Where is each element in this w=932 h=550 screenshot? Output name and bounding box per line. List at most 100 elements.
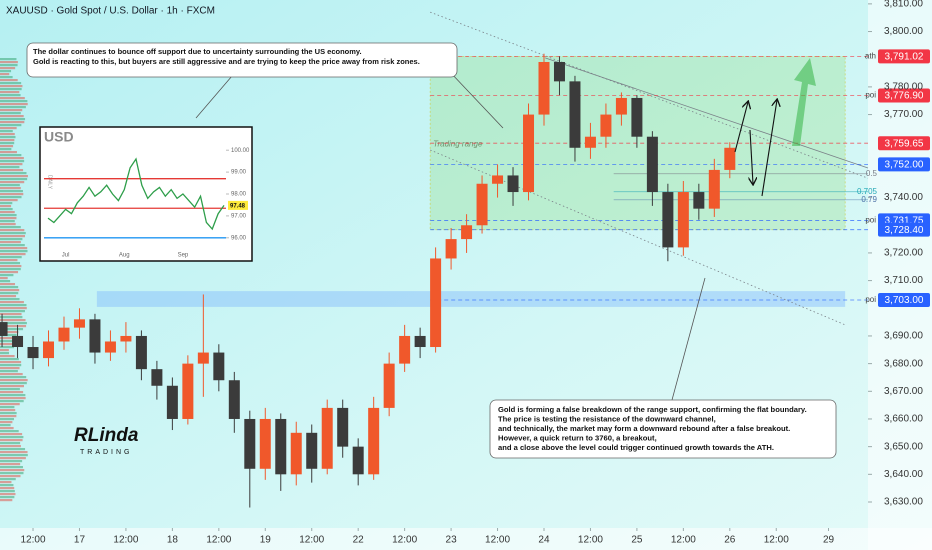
profile-bar [0, 373, 23, 376]
profile-bar [0, 304, 27, 307]
candle-body [693, 192, 705, 209]
candle-body [569, 81, 581, 148]
note-line: Gold is forming a false breakdown of the… [498, 405, 807, 414]
profile-bar [0, 334, 17, 337]
y-tick-label: 3,710.00 [884, 275, 923, 286]
profile-bar [0, 205, 12, 208]
logo-sub: TRADING [80, 449, 133, 456]
profile-bar [0, 307, 27, 310]
level-tag: poi [865, 91, 876, 100]
profile-bar [0, 436, 24, 439]
profile-bar [0, 250, 28, 253]
profile-bar [0, 454, 28, 457]
profile-bar [0, 226, 21, 229]
profile-bar [0, 478, 16, 481]
note-line: The price is testing the resistance of t… [498, 415, 716, 424]
time-axis [0, 528, 932, 550]
profile-bar [0, 238, 23, 241]
candle-body [662, 192, 674, 248]
profile-bar [0, 136, 16, 139]
profile-bar [0, 190, 23, 193]
pointer [195, 75, 233, 119]
profile-bar [0, 427, 14, 430]
x-tick-label: 12:00 [21, 535, 46, 546]
x-tick-label: 23 [446, 535, 458, 546]
profile-bar [0, 265, 22, 268]
inset-line [47, 157, 225, 231]
profile-bar [0, 397, 26, 400]
candle-body [228, 380, 240, 419]
profile-bar [0, 328, 24, 331]
profile-bar [0, 487, 15, 490]
price-tag [878, 136, 930, 151]
candle-body [151, 369, 163, 386]
candle-body [104, 341, 116, 353]
x-tick-label: 12:00 [485, 535, 510, 546]
profile-bar [0, 229, 25, 232]
y-tick-label: 3,650.00 [884, 441, 923, 452]
profile-bar [0, 196, 22, 199]
profile-bar [0, 415, 17, 418]
profile-bar [0, 73, 10, 76]
candle-body [182, 363, 194, 419]
profile-bar [0, 400, 24, 403]
profile-bar [0, 295, 17, 298]
profile-bar [0, 220, 15, 223]
profile-bar [0, 67, 16, 70]
profile-bar [0, 439, 23, 442]
profile-bar [0, 412, 17, 415]
price-tag [878, 157, 930, 172]
profile-bar [0, 391, 24, 394]
profile-bar [0, 313, 22, 316]
zones: Trading range [96, 55, 846, 307]
profile-bar [0, 418, 15, 421]
profile-bar [0, 97, 25, 100]
inset-month: Sep [178, 253, 189, 259]
profile-bar [0, 283, 16, 286]
candle-body [677, 192, 689, 248]
candle-body [120, 335, 132, 342]
profile-bar [0, 208, 13, 211]
candle-body [430, 258, 442, 348]
trendline [430, 149, 846, 326]
profile-bar [0, 235, 26, 238]
inset-tick-label: 100.00 [231, 148, 250, 154]
x-tick-label: 12:00 [206, 535, 231, 546]
candle-body [584, 136, 596, 148]
profile-bar [0, 430, 19, 433]
candle-body [538, 61, 550, 115]
profile-bar [0, 388, 20, 391]
profile-bar [0, 409, 16, 412]
candle-body [461, 225, 473, 240]
profile-bar [0, 448, 26, 451]
symbol-title: XAUUSD · Gold Spot / U.S. Dollar · 1h · … [6, 6, 215, 17]
candle-body [43, 341, 55, 359]
x-tick-label: 12:00 [113, 535, 138, 546]
y-tick-label: 3,640.00 [884, 469, 923, 480]
y-tick-label: 3,720.00 [884, 248, 923, 259]
x-tick-label: 26 [724, 535, 736, 546]
candle-body [368, 407, 380, 475]
price-tag-label: 3,752.00 [885, 160, 924, 171]
profile-bar [0, 355, 15, 358]
profile-bar [0, 151, 17, 154]
profile-bar [0, 340, 20, 343]
trendline [545, 57, 869, 169]
note-line: and technically, the market may form a d… [498, 424, 790, 433]
fib-label: 0.79 [861, 195, 877, 204]
x-tick-label: 12:00 [299, 535, 324, 546]
profile-bar [0, 100, 28, 103]
logo-name: RLinda [74, 425, 139, 446]
candle-body [383, 363, 395, 408]
profile-bar [0, 133, 15, 136]
candle-body [321, 407, 333, 469]
profile-bar [0, 457, 26, 460]
candle-body [507, 175, 519, 193]
profile-bar [0, 352, 10, 355]
candle-body [352, 446, 364, 475]
x-tick-label: 18 [167, 535, 179, 546]
candle-body [244, 418, 256, 469]
profile-bar [0, 181, 25, 184]
profile-bar [0, 85, 23, 88]
x-tick-label: 22 [353, 535, 365, 546]
